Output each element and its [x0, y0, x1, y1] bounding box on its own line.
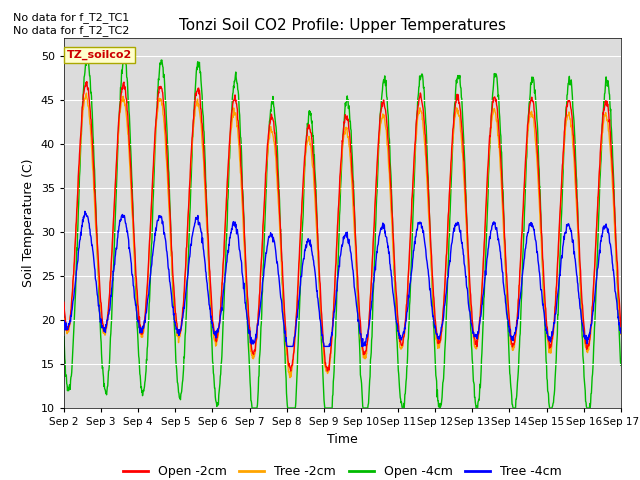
Y-axis label: Soil Temperature (C): Soil Temperature (C) — [22, 159, 35, 288]
X-axis label: Time: Time — [327, 432, 358, 445]
Legend: Open -2cm, Tree -2cm, Open -4cm, Tree -4cm: Open -2cm, Tree -2cm, Open -4cm, Tree -4… — [118, 460, 567, 480]
Text: TZ_soilco2: TZ_soilco2 — [67, 49, 132, 60]
Title: Tonzi Soil CO2 Profile: Upper Temperatures: Tonzi Soil CO2 Profile: Upper Temperatur… — [179, 18, 506, 33]
Text: No data for f_T2_TC1: No data for f_T2_TC1 — [13, 12, 129, 23]
Text: No data for f_T2_TC2: No data for f_T2_TC2 — [13, 25, 129, 36]
